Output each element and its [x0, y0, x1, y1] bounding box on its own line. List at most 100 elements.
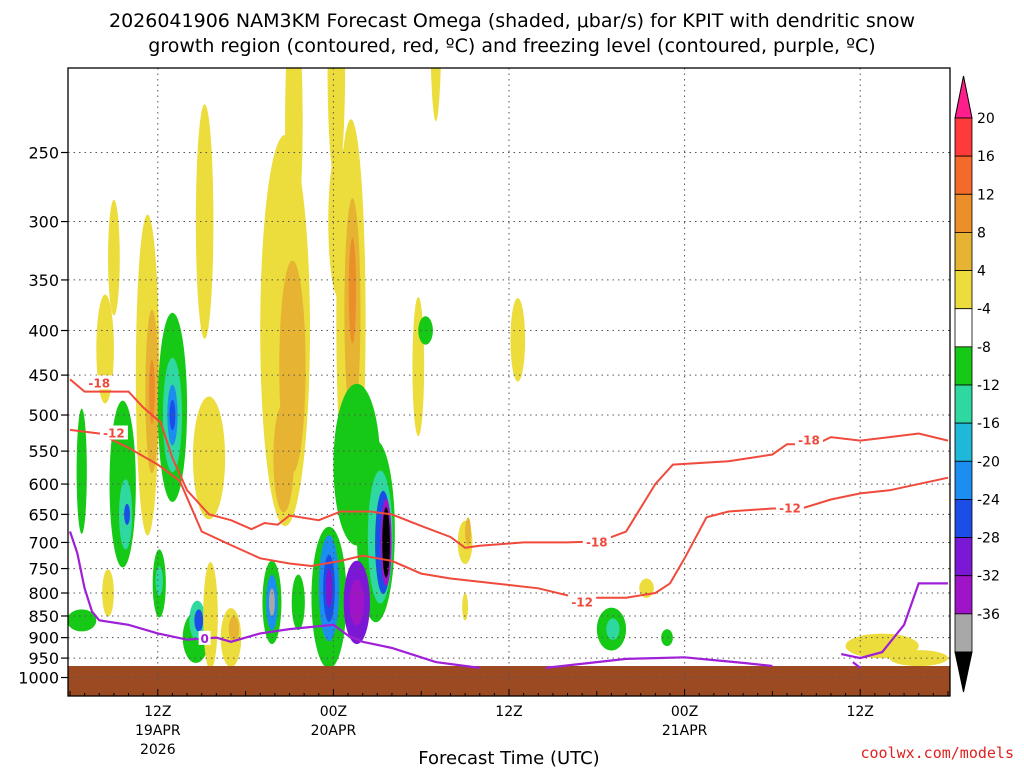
x-tick-label-18: 00Z	[320, 704, 347, 720]
colorbar: 20 16 12 8 4 -4 -8 -12 -16 -20 -24 -28 -32 -36	[954, 75, 1000, 693]
omega-region-k36	[382, 507, 390, 578]
omega-region-w4	[889, 650, 948, 667]
x-tick-year-6: 2026	[140, 742, 176, 758]
omega-region-w4	[203, 562, 218, 670]
pressure-axis: 250 300 350 400 450 500 550 600 650 700 750 800 850 9…	[18, 144, 68, 688]
colorbar-swatch-0	[954, 117, 973, 157]
y-tick-label-450: 450	[28, 366, 59, 385]
y-tick-label-800: 800	[28, 584, 59, 603]
colorbar-label-5: -4	[977, 302, 991, 318]
y-tick-label-700: 700	[28, 533, 59, 552]
y-tick-label-850: 850	[28, 607, 59, 626]
y-tick-label-1000: 1000	[18, 669, 59, 688]
temperature-contours	[68, 378, 949, 669]
colorbar-label-7: -12	[977, 378, 1000, 394]
freezing-level-label-bg	[198, 630, 211, 645]
omega-region-g4	[76, 408, 87, 534]
colorbar-swatch-12	[954, 575, 973, 615]
chart-title-line2: growth region (contoured, red, ºC) and f…	[148, 35, 875, 57]
omega-region-w4	[462, 593, 469, 621]
x-tick-date-18: 20APR	[311, 723, 357, 739]
isotherm-label-0b-bg	[582, 534, 611, 549]
y-tick-label-750: 750	[28, 560, 59, 579]
omega-region-w4	[285, 68, 303, 240]
omega-region-w12	[348, 237, 357, 344]
colorbar-label-6: -8	[977, 340, 991, 356]
x-tick-label-54: 12Z	[846, 704, 873, 720]
colorbar-swatch-13	[954, 613, 973, 653]
colorbar-label-10: -24	[977, 492, 1000, 508]
time-axis: 12Z 19APR 2026 00Z 20APR 12Z 00Z 21APR 12Z	[69, 689, 949, 758]
freezing-level-segment-2	[840, 582, 948, 660]
colorbar-label-11: -28	[977, 531, 1000, 547]
freezing-level-segment-1	[545, 656, 773, 669]
isotherm-label-0a-bg	[85, 375, 114, 390]
isotherm-label-1a: -12	[103, 426, 125, 440]
omega-region-w4	[195, 104, 214, 339]
colorbar-swatch-1	[954, 155, 973, 195]
freezing-level-segment-0	[68, 531, 480, 669]
omega-region-w8	[465, 517, 471, 546]
isotherm-label-0b: -18	[586, 535, 608, 549]
omega-region-w4	[102, 569, 114, 617]
omega-region-p24	[325, 569, 333, 608]
omega-region-g8	[155, 566, 163, 596]
omega-region-g4	[68, 609, 97, 632]
colorbar-swatch-11	[954, 537, 973, 577]
omega-region-w8	[273, 403, 294, 513]
colorbar-label-8: -16	[977, 416, 1000, 432]
omega-region-w4	[510, 298, 526, 382]
omega-region-b20	[124, 503, 130, 525]
omega-region-w4	[192, 396, 226, 520]
y-tick-label-550: 550	[28, 442, 59, 461]
freezing-level-segment-3	[852, 661, 861, 669]
y-tick-label-500: 500	[28, 406, 59, 425]
omega-shading	[68, 68, 948, 670]
contour-labels: -18 -18 -18 -12 -12 -12 0	[85, 375, 823, 646]
colorbar-swatch-4	[954, 270, 973, 310]
y-tick-label-250: 250	[28, 144, 59, 163]
colorbar-swatch-9	[954, 460, 973, 500]
colorbar-swatch-6	[954, 346, 973, 386]
isotherm-label-1c: -12	[779, 502, 801, 516]
isotherm-label-1b: -12	[571, 595, 593, 609]
isotherm-label-1c-bg	[775, 500, 804, 515]
colorbar-swatch-8	[954, 422, 973, 462]
colorbar-label-3: 8	[977, 225, 986, 241]
omega-region-w12	[149, 359, 155, 424]
y-tick-label-350: 350	[28, 271, 59, 290]
colorbar-swatch-5	[954, 308, 973, 348]
credit-text: coolwx.com/models	[860, 744, 1014, 762]
y-tick-label-950: 950	[28, 649, 59, 668]
x-axis-label: Forecast Time (UTC)	[418, 748, 599, 768]
omega-region-gr32	[269, 588, 275, 617]
x-tick-date-6: 19APR	[135, 723, 181, 739]
isotherm--12	[69, 428, 949, 599]
omega-region-p28	[349, 579, 365, 626]
omega-region-w4	[108, 199, 120, 316]
colorbar-top-arrow	[954, 75, 973, 119]
omega-region-w4	[327, 68, 346, 186]
colorbar-swatch-7	[954, 384, 973, 424]
omega-region-b20	[194, 609, 204, 632]
omega-region-g4	[661, 629, 673, 647]
colorbar-label-2: 12	[977, 187, 995, 203]
colorbar-label-4: 4	[977, 264, 986, 280]
omega-region-w8	[228, 616, 240, 643]
freezing-level-label: 0	[200, 632, 208, 646]
omega-region-b20	[169, 399, 176, 431]
chart-title-line1: 2026041906 NAM3KM Forecast Omega (shaded…	[109, 10, 915, 32]
x-tick-label-6: 12Z	[144, 704, 171, 720]
y-tick-label-650: 650	[28, 505, 59, 524]
colorbar-label-1: 16	[977, 149, 995, 165]
x-tick-label-30: 12Z	[495, 704, 522, 720]
omega-region-g8	[606, 618, 620, 640]
colorbar-swatch-2	[954, 193, 973, 233]
y-tick-label-400: 400	[28, 322, 59, 341]
y-tick-label-900: 900	[28, 629, 59, 648]
omega-region-w4	[430, 68, 441, 122]
omega-region-g4	[291, 574, 305, 631]
y-tick-label-600: 600	[28, 475, 59, 494]
isotherm-label-1a-bg	[99, 425, 128, 440]
colorbar-label-0: 20	[977, 111, 995, 127]
